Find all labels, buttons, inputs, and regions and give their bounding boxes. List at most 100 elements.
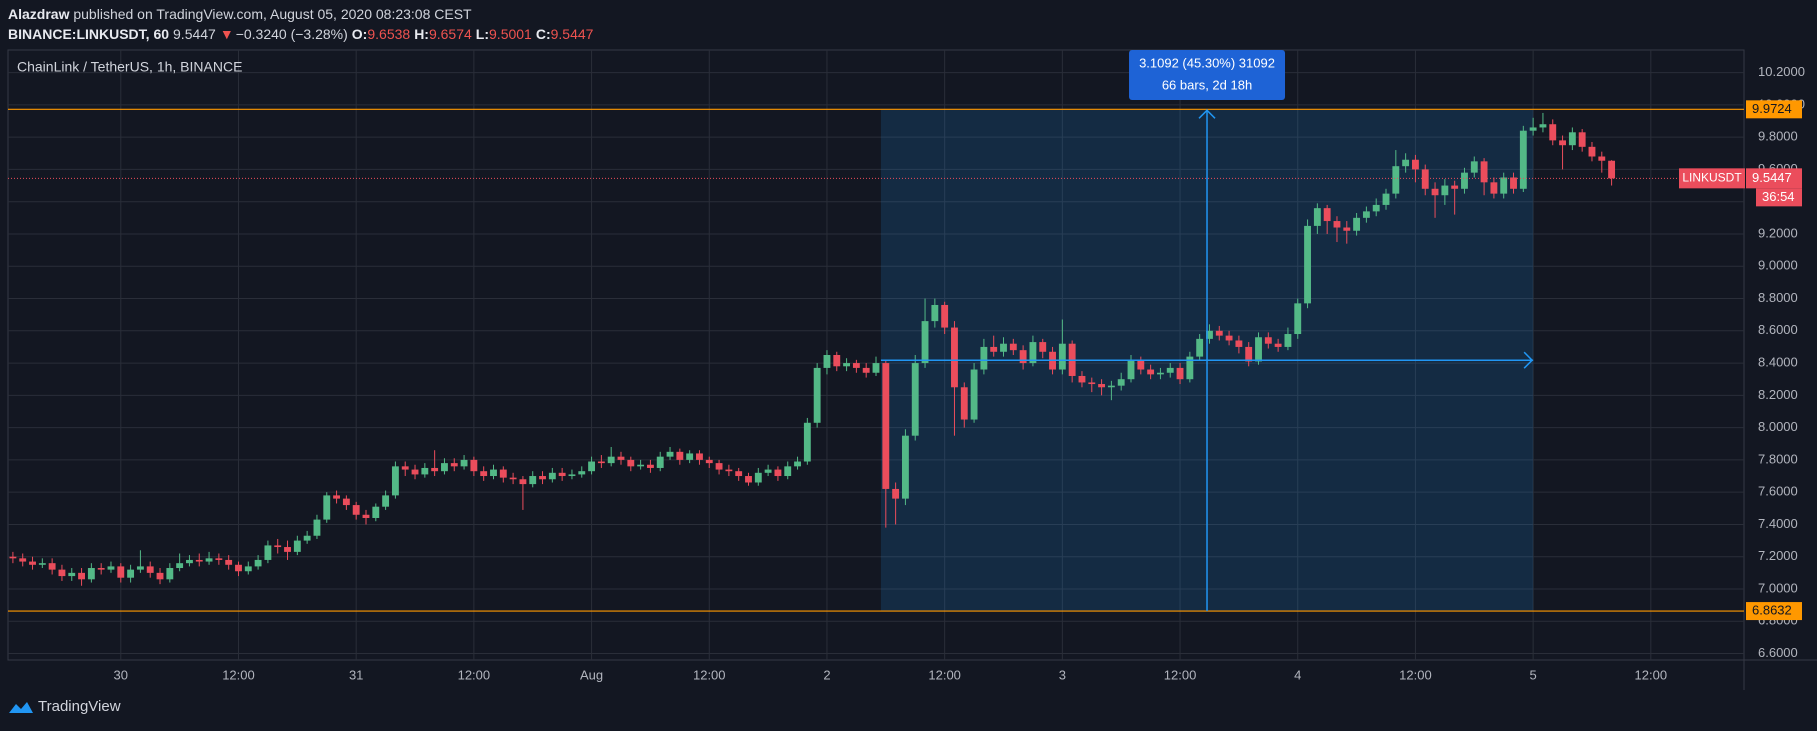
x-tick-label: 12:00 xyxy=(1164,667,1197,682)
candle-body xyxy=(284,547,291,552)
candle-body xyxy=(1510,177,1517,189)
hline-label-bg xyxy=(1746,100,1802,119)
countdown-bg xyxy=(1756,188,1802,207)
candle-body xyxy=(362,514,370,518)
header-line-1: Alazdraw published on TradingView.com, A… xyxy=(8,4,597,24)
ohlc-label: C: xyxy=(535,26,551,42)
candle-body xyxy=(1235,340,1243,347)
candle-body xyxy=(1137,359,1145,370)
change: −0.3240 (−3.28%) xyxy=(235,26,348,42)
candle-body xyxy=(490,469,497,477)
candle-body xyxy=(391,466,399,496)
x-tick-label: Aug xyxy=(580,667,603,682)
candle-body xyxy=(1176,367,1184,380)
y-tick-label: 10.2000 xyxy=(1758,64,1805,79)
candle-body xyxy=(186,559,193,564)
candle-body xyxy=(1402,159,1410,167)
candle-body xyxy=(882,363,890,489)
footer: TradingView xyxy=(8,698,121,715)
candle-body xyxy=(1480,161,1488,183)
candle-body xyxy=(382,495,390,507)
candle-body xyxy=(1559,140,1566,146)
candle-body xyxy=(1323,208,1331,222)
y-tick-label: 6.6000 xyxy=(1758,645,1798,660)
candle-body xyxy=(1353,217,1361,231)
grid xyxy=(8,50,1744,660)
x-tick-label: 5 xyxy=(1530,667,1537,682)
candle-body xyxy=(1313,208,1321,226)
candle-body xyxy=(68,572,76,577)
candle-body xyxy=(1147,369,1155,375)
candle-body xyxy=(558,472,566,477)
ohlc-label: L: xyxy=(475,26,490,42)
symbol: BINANCE:LINKUSDT, 60 xyxy=(8,26,170,42)
ohlc-value: 9.6538 xyxy=(367,26,411,42)
candle-body xyxy=(421,467,429,475)
candle-body xyxy=(578,471,586,475)
x-tick-label: 12:00 xyxy=(693,667,726,682)
candle-body xyxy=(764,469,772,473)
candle-body xyxy=(127,569,135,578)
ohlc-value: 9.6574 xyxy=(428,26,472,42)
candle-body xyxy=(813,367,821,423)
candle-body xyxy=(1333,221,1341,228)
candle-body xyxy=(1127,359,1135,380)
candle-body xyxy=(450,463,458,467)
candle-body xyxy=(548,472,556,480)
measure-line-2: 66 bars, 2d 18h xyxy=(1162,77,1252,92)
candle-body xyxy=(1206,330,1213,339)
y-tick-label: 9.2000 xyxy=(1758,225,1798,240)
overlays: 6.60006.80007.00007.20007.40007.60007.80… xyxy=(8,50,1805,682)
candle-body xyxy=(901,435,909,499)
candle-body xyxy=(166,568,174,580)
y-tick-label: 7.4000 xyxy=(1758,516,1798,531)
measure-arrow-up xyxy=(1198,109,1216,119)
candle-body xyxy=(1412,159,1419,170)
x-tick-label: 12:00 xyxy=(1399,667,1432,682)
pane-title: ChainLink / TetherUS, 1h, BINANCE xyxy=(17,59,242,75)
candle-body xyxy=(1382,193,1390,205)
candle-body xyxy=(1490,182,1498,194)
candle-body xyxy=(872,363,880,373)
candle-body xyxy=(372,506,380,518)
candle-body xyxy=(480,471,488,477)
candle-body xyxy=(754,472,762,483)
candle-body xyxy=(1029,342,1037,364)
y-tick-label: 7.6000 xyxy=(1758,484,1798,499)
candle-body xyxy=(1156,372,1164,375)
countdown: 36:54 xyxy=(1762,189,1795,204)
candle-body xyxy=(1362,211,1370,218)
candle-body xyxy=(1529,127,1537,131)
y-tick-label: 9.8000 xyxy=(1758,129,1798,144)
candle-body xyxy=(784,466,792,477)
candle-body xyxy=(1421,169,1429,189)
candle-body xyxy=(637,464,645,467)
last-price: 9.5447 xyxy=(173,26,216,42)
candle-body xyxy=(941,304,949,328)
candle-body xyxy=(1255,337,1262,362)
candle-body xyxy=(774,469,782,477)
candle-body xyxy=(1431,188,1439,196)
candle-body xyxy=(539,476,546,480)
candle-body xyxy=(696,453,703,460)
candle-body xyxy=(1166,367,1174,373)
candle-body xyxy=(1294,303,1302,335)
candle-body xyxy=(1117,379,1125,386)
candle-body xyxy=(499,469,507,478)
candle-body xyxy=(745,476,752,483)
candle-body xyxy=(833,355,841,367)
ohlc-label: H: xyxy=(414,26,429,42)
candle-body xyxy=(990,346,998,352)
candle-body xyxy=(1284,334,1292,347)
candle-body xyxy=(460,459,468,467)
candle-body xyxy=(156,572,164,580)
ohlc-label: O: xyxy=(351,26,368,42)
candle-body xyxy=(852,363,860,368)
candle-body xyxy=(1274,343,1282,347)
ohlc-value: 9.5001 xyxy=(489,26,532,42)
candle-body xyxy=(352,505,360,515)
candle-body xyxy=(195,559,203,562)
candle-body xyxy=(823,355,831,368)
candle-body xyxy=(597,461,605,464)
